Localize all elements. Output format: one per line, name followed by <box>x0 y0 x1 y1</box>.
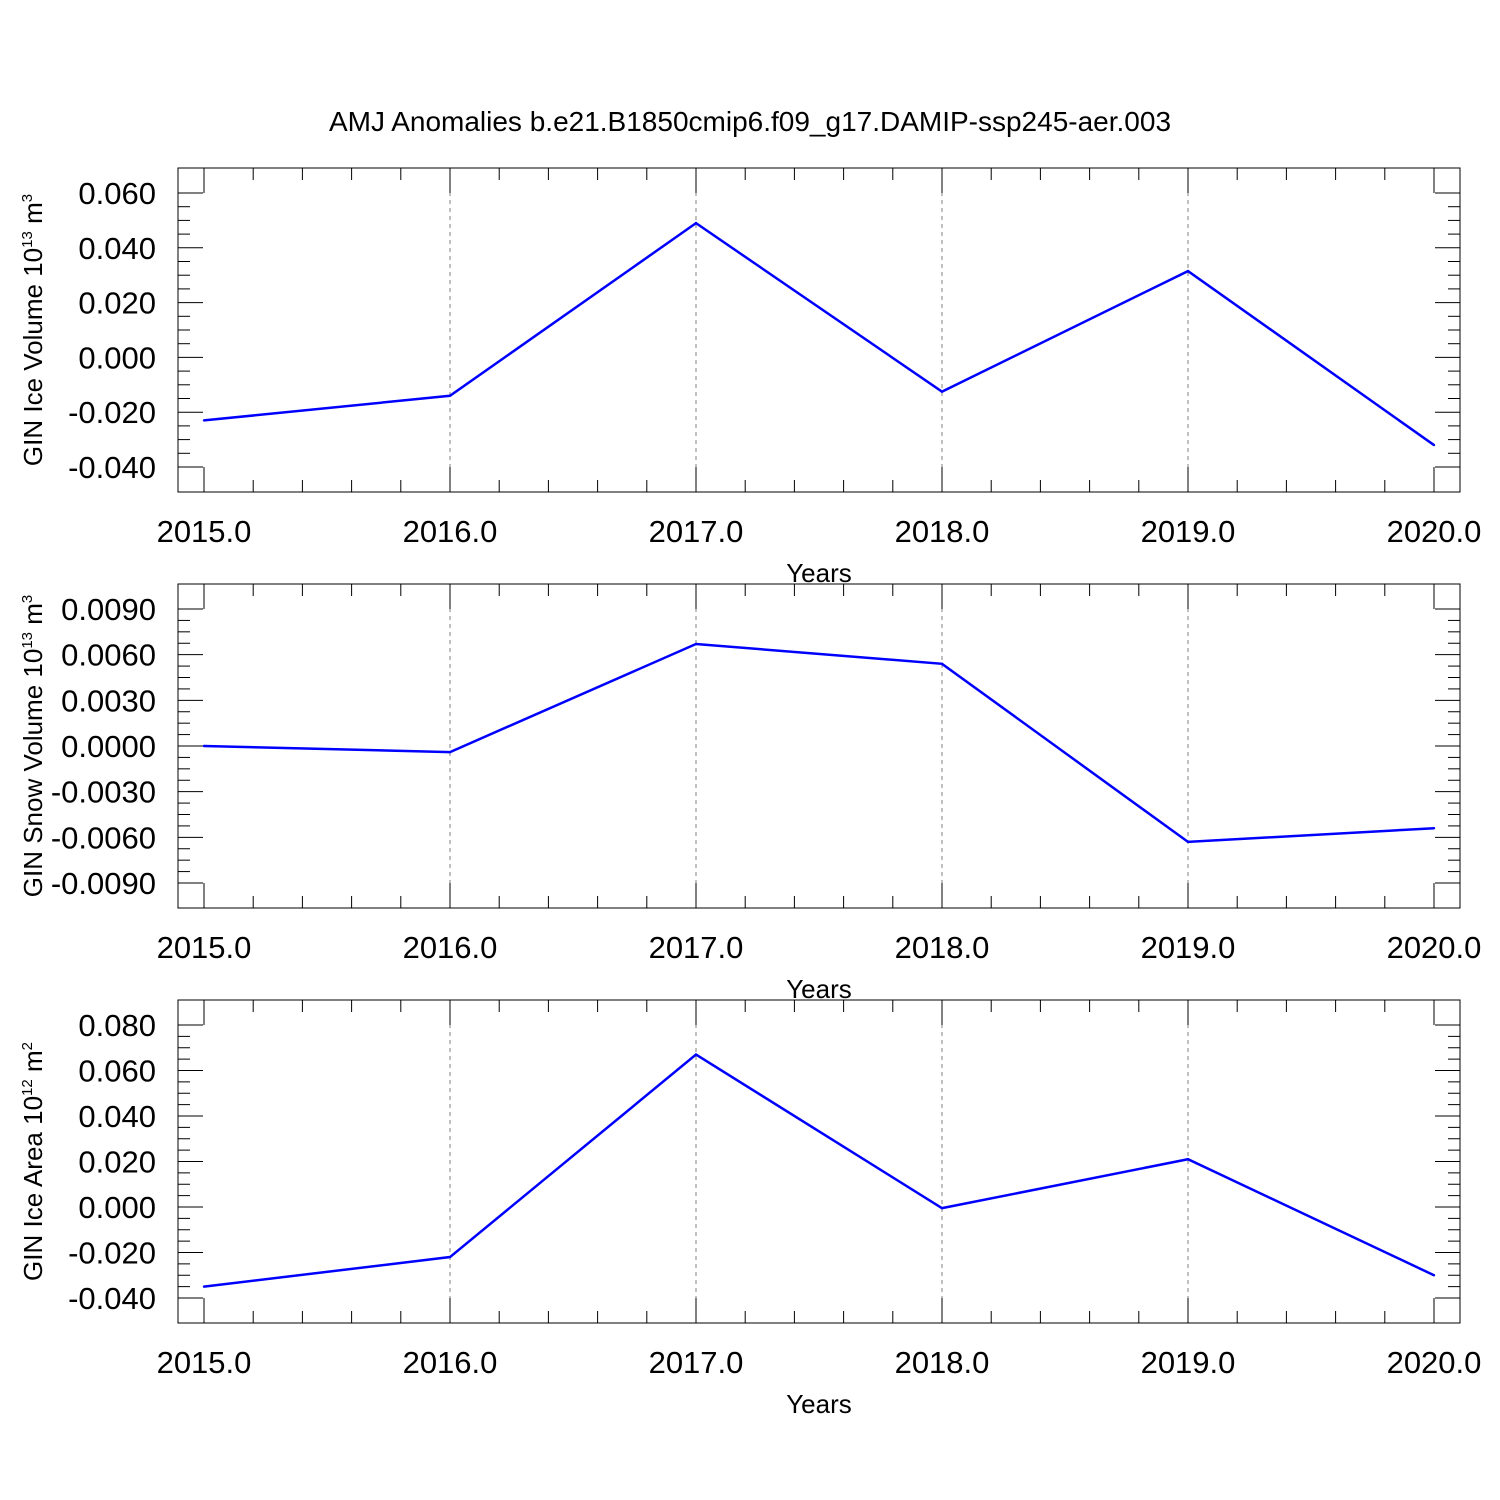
y-axis-label-text: m <box>18 1050 48 1079</box>
data-point <box>202 419 206 422</box>
x-tick-label: 2016.0 <box>403 514 498 549</box>
y-tick-label: 0.0060 <box>61 638 156 673</box>
series-line <box>203 221 1435 447</box>
y-tick-label: -0.0060 <box>51 820 156 855</box>
data-point <box>448 394 452 397</box>
y-axis-label: GIN Ice Volume 1013 m3 <box>18 194 48 466</box>
y-tick-label: 0.0000 <box>61 729 156 764</box>
data-point <box>202 1285 206 1288</box>
data-point <box>448 1255 452 1259</box>
x-tick-label: 2018.0 <box>895 930 990 965</box>
x-tick-label: 2016.0 <box>403 1345 498 1380</box>
data-point <box>1432 827 1436 830</box>
data-point <box>940 662 944 665</box>
plot-frame <box>177 999 1461 1324</box>
x-tick-label: 2017.0 <box>649 930 744 965</box>
x-tick-label: 2015.0 <box>157 1345 252 1380</box>
y-tick-label: 0.000 <box>78 1190 156 1225</box>
x-tick-label: 2020.0 <box>1387 930 1482 965</box>
data-point <box>940 390 944 393</box>
y-axis-label-superscript: 12 <box>19 1079 36 1096</box>
y-tick-label: 0.0030 <box>61 683 156 718</box>
figure-title: AMJ Anomalies b.e21.B1850cmip6.f09_g17.D… <box>329 106 1171 137</box>
series-line <box>203 1053 1435 1288</box>
data-point <box>1186 840 1190 844</box>
y-tick-label: 0.060 <box>78 176 156 211</box>
y-axis-label-text: GIN Ice Volume 10 <box>18 248 48 466</box>
y-tick-label: -0.040 <box>68 450 156 485</box>
x-tick-label: 2019.0 <box>1141 930 1236 965</box>
y-tick-label: -0.040 <box>68 1281 156 1316</box>
x-tick-label: 2020.0 <box>1387 514 1482 549</box>
y-axis-label-superscript: 3 <box>19 194 36 202</box>
chart-panel-2: -0.0090 -0.0060 -0.0030 0.0000 0.0030 0.0060 0… <box>18 583 1482 1004</box>
y-tick-label: 0.0090 <box>61 592 156 627</box>
x-tick-label: 2015.0 <box>157 514 252 549</box>
y-axis-label-superscript: 2 <box>19 1042 36 1050</box>
y-tick-label: -0.020 <box>68 395 156 430</box>
data-point <box>1432 1274 1436 1277</box>
data-point <box>448 750 452 754</box>
y-axis-label-text: m <box>18 202 48 231</box>
y-tick-label: 0.020 <box>78 1145 156 1180</box>
y-axis-label-superscript: 3 <box>19 595 36 603</box>
y-tick-label: 0.000 <box>78 340 156 375</box>
y-tick-label: 0.040 <box>78 1099 156 1134</box>
y-axis-label: GIN Snow Volume 1013 m3 <box>18 595 48 898</box>
y-tick-label: 0.060 <box>78 1054 156 1089</box>
y-axis-label: GIN Ice Area 1012 m2 <box>18 1042 48 1281</box>
y-tick-label: -0.020 <box>68 1236 156 1271</box>
data-point <box>1186 1158 1190 1161</box>
y-tick-label: -0.0090 <box>51 866 156 901</box>
y-tick-label: 0.040 <box>78 231 156 266</box>
y-axis-label-superscript: 13 <box>19 231 36 248</box>
y-tick-label: -0.0030 <box>51 775 156 810</box>
x-tick-label: 2015.0 <box>157 930 252 965</box>
x-tick-label: 2017.0 <box>649 514 744 549</box>
x-tick-label: 2019.0 <box>1141 1345 1236 1380</box>
data-point <box>694 1053 698 1056</box>
y-axis-label-text: GIN Ice Area 10 <box>18 1096 48 1281</box>
x-axis-label: Years <box>786 1389 852 1419</box>
chart-panel-3: -0.040 -0.020 0.000 0.020 0.040 0.060 0.080 201… <box>18 999 1482 1419</box>
series-line <box>203 642 1435 844</box>
x-axis-label: Years <box>786 558 852 588</box>
y-tick-label: 0.080 <box>78 1008 156 1043</box>
x-tick-label: 2016.0 <box>403 930 498 965</box>
y-tick-label: 0.020 <box>78 286 156 321</box>
data-point <box>1432 443 1436 447</box>
x-tick-label: 2020.0 <box>1387 1345 1482 1380</box>
x-tick-label: 2018.0 <box>895 514 990 549</box>
plot-frame <box>177 167 1461 493</box>
y-axis-label-text: GIN Snow Volume 10 <box>18 649 48 898</box>
y-axis-label-superscript: 13 <box>19 632 36 649</box>
data-point <box>940 1206 944 1210</box>
data-point <box>694 221 698 225</box>
data-point <box>1186 269 1190 273</box>
data-point <box>202 744 206 748</box>
y-axis-label-text: m <box>18 603 48 632</box>
x-axis-label: Years <box>786 974 852 1004</box>
x-tick-label: 2019.0 <box>1141 514 1236 549</box>
plot-frame <box>177 583 1461 909</box>
x-tick-label: 2017.0 <box>649 1345 744 1380</box>
chart-panel-1: -0.040 -0.020 0.000 0.020 0.040 0.060 2015.0 20… <box>18 167 1482 588</box>
x-tick-label: 2018.0 <box>895 1345 990 1380</box>
data-point <box>694 642 698 646</box>
